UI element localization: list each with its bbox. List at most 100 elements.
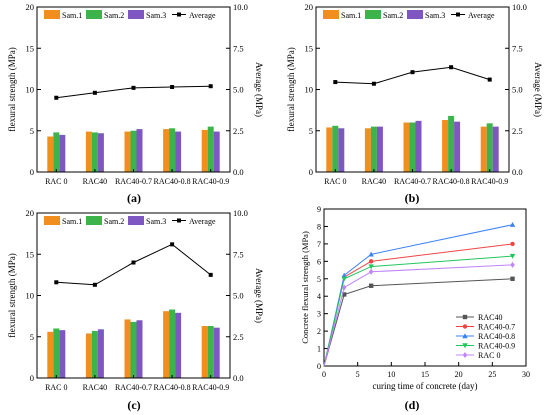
bar-1-2	[124, 319, 131, 378]
y2-tick-label: 5.0	[233, 85, 244, 95]
legend-label: RAC40	[478, 313, 502, 322]
bar-2-1	[91, 132, 98, 172]
y-tick-label: 20	[305, 2, 314, 12]
x-tick-label: 0	[322, 370, 326, 379]
y2-tick-label: 2.5	[512, 126, 523, 136]
bar-2-0	[53, 132, 60, 172]
x-tick-label: RAC40-0.7	[394, 177, 431, 186]
y2-tick-label: 0.0	[512, 167, 523, 177]
series-point-2-1	[341, 272, 347, 278]
y-tick-label: 10	[305, 85, 314, 95]
bar-1-0	[47, 136, 54, 172]
legend-marker	[462, 314, 468, 320]
bar-3-1	[97, 133, 104, 172]
legend-label: RAC40-0.8	[478, 332, 515, 341]
y-tick-label: 5	[30, 332, 34, 342]
y-tick-label: 3	[317, 310, 321, 319]
bar-chart-panel: 0 5 10 15 20 0.0 2.5 5.0 7.5 10.0 RAC 0 RAC40 RAC40-…	[7, 208, 264, 412]
y2-tick-label: 2.5	[233, 332, 244, 342]
y2-tick-label: 5.0	[512, 85, 523, 95]
bar-2-0	[332, 125, 339, 172]
legend-swatch-sam3	[128, 10, 144, 19]
legend-swatch-sam1	[44, 10, 60, 19]
y-axis-label: flexural strength (MPa)	[7, 47, 17, 131]
legend-label: RAC40-0.9	[478, 342, 515, 351]
y2-tick-label: 7.5	[233, 43, 244, 53]
legend-label: Sam.1	[62, 11, 82, 20]
y2-tick-label: 10.0	[512, 2, 527, 12]
y-tick-label: 0	[317, 362, 321, 371]
x-tick-label: RAC40-0.8	[154, 383, 191, 392]
bar-1-1	[85, 131, 92, 172]
legend-marker	[462, 324, 468, 329]
y-tick-label: 4	[317, 292, 321, 301]
legend-swatch-sam2	[86, 10, 102, 19]
legend-average-marker	[177, 218, 181, 223]
y-tick-label: 1	[317, 345, 321, 354]
panel-label: (b)	[405, 191, 420, 205]
y-tick-label: 5	[309, 126, 313, 136]
legend-average-marker	[177, 12, 181, 17]
series-line-4	[323, 264, 513, 367]
bar-1-0	[326, 127, 333, 172]
bar-1-1	[85, 333, 92, 378]
legend-swatch-sam3	[407, 10, 423, 19]
bar-3-2	[136, 129, 143, 172]
y-tick-label: 15	[305, 43, 314, 53]
bar-1-2	[124, 131, 131, 172]
y2-axis-label: Average (MPa)	[533, 62, 543, 117]
x-tick-label: 10	[387, 370, 395, 379]
bar-2-2	[130, 321, 137, 378]
x-tick-label: RAC40-0.7	[115, 383, 152, 392]
average-point-1	[371, 81, 376, 86]
bar-1-3	[163, 311, 170, 378]
bar-chart-panel: 0 5 10 15 20 0.0 2.5 5.0 7.5 10.0 RAC 0 RAC40 RAC40-…	[286, 2, 543, 205]
x-tick-label: RAC40-0.8	[433, 177, 470, 186]
bar-3-1	[376, 126, 383, 172]
average-point-3	[170, 85, 175, 90]
panel-label: (c)	[127, 398, 140, 412]
y-tick-label: 5	[30, 126, 34, 136]
bar-2-3	[448, 115, 455, 172]
average-point-2	[410, 70, 415, 75]
x-tick-label: 15	[421, 370, 429, 379]
bar-2-3	[169, 309, 176, 378]
x-tick-label: RAC 0	[324, 177, 346, 186]
line-chart-panel: 0 1 2 3 4 5 6 7 8 9 0 5 10 15 20 25 30 Concrete flexural …	[300, 205, 530, 412]
bar-2-1	[91, 330, 98, 378]
y-tick-label: 10	[26, 85, 35, 95]
y-tick-label: 15	[26, 249, 35, 259]
y-tick-label: 20	[26, 2, 35, 12]
bar-1-3	[442, 120, 449, 172]
bar-2-4	[486, 123, 493, 172]
average-point-0	[54, 280, 59, 285]
x-tick-label: RAC40	[83, 383, 107, 392]
average-line	[56, 243, 212, 286]
average-point-0	[333, 80, 338, 85]
bar-1-0	[47, 331, 54, 378]
legend: Sam.1 Sam.2 Sam.3 Average	[323, 10, 495, 20]
bar-3-2	[136, 320, 143, 378]
series-point-4-3	[510, 261, 515, 268]
legend: Sam.1 Sam.2 Sam.3 Average	[44, 216, 216, 226]
average-point-2	[131, 260, 136, 265]
series-point-2-2	[368, 251, 374, 257]
average-point-4	[208, 272, 213, 277]
x-tick-label: 5	[356, 370, 360, 379]
bar-2-1	[370, 126, 377, 172]
average-point-2	[131, 85, 136, 90]
legend: Sam.1 Sam.2 Sam.3 Average	[44, 10, 216, 20]
legend-swatch-sam3	[128, 216, 144, 225]
series-point-0-2	[368, 283, 374, 288]
bar-1-3	[163, 129, 170, 172]
average-point-1	[92, 282, 97, 287]
panel-label: (d)	[405, 398, 420, 412]
average-point-4	[208, 84, 213, 89]
legend-average-marker	[456, 12, 460, 17]
bar-3-4	[213, 327, 220, 378]
average-point-1	[92, 90, 97, 95]
legend-marker	[462, 333, 468, 339]
legend-label: Average	[189, 217, 216, 226]
average-point-4	[487, 77, 492, 82]
average-point-0	[54, 95, 59, 100]
